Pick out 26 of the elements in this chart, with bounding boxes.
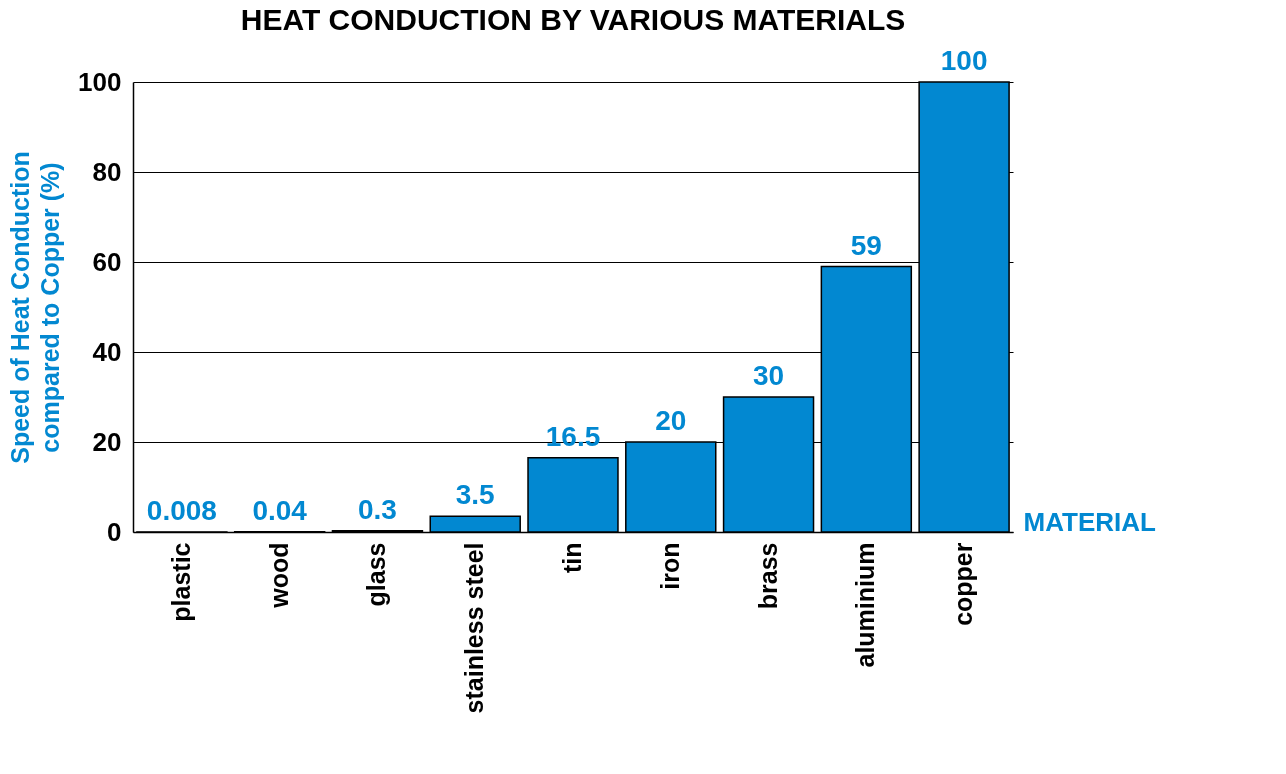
x-tick-label: copper xyxy=(949,542,978,626)
y-tick-label: 0 xyxy=(107,516,122,547)
x-tick-label: stainless steel xyxy=(460,542,489,714)
data-label: 100 xyxy=(940,45,988,76)
data-label: 3.5 xyxy=(455,479,495,511)
data-label: 0.3 xyxy=(357,493,397,525)
data-label: 0.008 xyxy=(146,494,217,526)
x-tick-label: glass xyxy=(362,542,391,607)
y-tick-label: 40 xyxy=(92,336,122,367)
x-tick-label: brass xyxy=(753,542,782,610)
x-tick-label: plastic xyxy=(166,542,195,622)
data-label: 0.04 xyxy=(252,494,308,526)
x-tick-label: aluminium xyxy=(851,542,880,668)
y-tick-label: 80 xyxy=(92,156,122,187)
y-tick-label: 60 xyxy=(92,246,122,277)
data-label: 30 xyxy=(752,360,785,391)
x-tick-label: wood xyxy=(264,542,293,609)
data-label: 59 xyxy=(850,229,882,261)
data-label: 20 xyxy=(655,405,687,436)
x-tick-label: tin xyxy=(558,542,586,574)
x-tick-label: iron xyxy=(655,542,684,590)
y-axis-title: Speed of Heat Conduction compared to Copper (%) xyxy=(6,151,65,464)
x-axis-title: MATERIAL xyxy=(1023,506,1156,537)
y-tick-label: 20 xyxy=(92,426,122,457)
chart-title: HEAT CONDUCTION BY VARIOUS MATERIALS xyxy=(240,3,906,36)
y-tick-label: 100 xyxy=(78,66,122,97)
